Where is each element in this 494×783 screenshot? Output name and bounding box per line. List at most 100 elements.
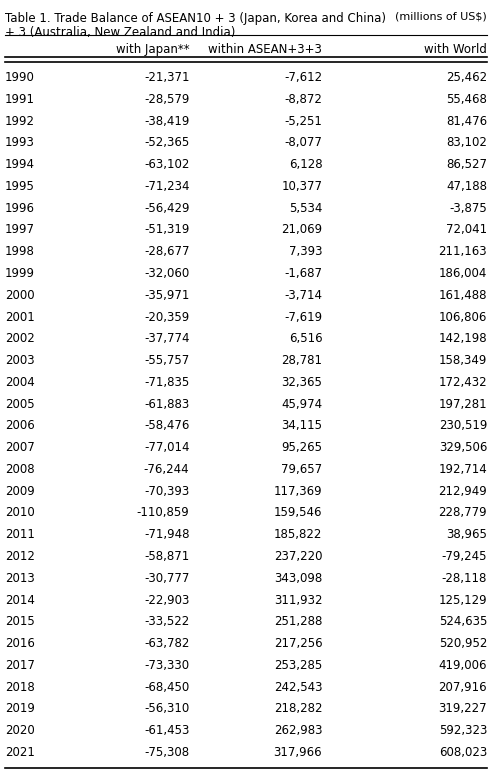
Text: 230,519: 230,519: [439, 420, 487, 432]
Text: 2002: 2002: [5, 332, 35, 345]
Text: 1990: 1990: [5, 71, 35, 84]
Text: 2021: 2021: [5, 746, 35, 759]
Text: 2000: 2000: [5, 289, 35, 301]
Text: 1993: 1993: [5, 136, 35, 150]
Text: 45,974: 45,974: [281, 398, 322, 410]
Text: 419,006: 419,006: [439, 659, 487, 672]
Text: -75,308: -75,308: [144, 746, 189, 759]
Text: 329,506: 329,506: [439, 441, 487, 454]
Text: 2006: 2006: [5, 420, 35, 432]
Text: 83,102: 83,102: [446, 136, 487, 150]
Text: 2007: 2007: [5, 441, 35, 454]
Text: -76,244: -76,244: [144, 463, 189, 476]
Text: 343,098: 343,098: [274, 572, 322, 585]
Text: 253,285: 253,285: [274, 659, 322, 672]
Text: -5,251: -5,251: [285, 114, 322, 128]
Text: 212,949: 212,949: [438, 485, 487, 498]
Text: -52,365: -52,365: [144, 136, 189, 150]
Text: 520,952: 520,952: [439, 637, 487, 650]
Text: 1999: 1999: [5, 267, 35, 280]
Text: 79,657: 79,657: [281, 463, 322, 476]
Text: -68,450: -68,450: [144, 680, 189, 694]
Text: -7,612: -7,612: [284, 71, 322, 84]
Text: 2009: 2009: [5, 485, 35, 498]
Text: 6,516: 6,516: [288, 332, 322, 345]
Text: -32,060: -32,060: [144, 267, 189, 280]
Text: -110,859: -110,859: [137, 507, 189, 519]
Text: 25,462: 25,462: [446, 71, 487, 84]
Text: -58,476: -58,476: [144, 420, 189, 432]
Text: 2003: 2003: [5, 354, 35, 367]
Text: -21,371: -21,371: [144, 71, 189, 84]
Text: -56,310: -56,310: [144, 702, 189, 716]
Text: -20,359: -20,359: [144, 311, 189, 323]
Text: -33,522: -33,522: [144, 615, 189, 629]
Text: -3,875: -3,875: [450, 202, 487, 215]
Text: 2015: 2015: [5, 615, 35, 629]
Text: -63,102: -63,102: [144, 158, 189, 171]
Text: 251,288: 251,288: [274, 615, 322, 629]
Text: + 3 (Australia, New Zealand and India): + 3 (Australia, New Zealand and India): [5, 26, 235, 39]
Text: 72,041: 72,041: [446, 223, 487, 236]
Text: 2010: 2010: [5, 507, 35, 519]
Text: -28,677: -28,677: [144, 245, 189, 258]
Text: 524,635: 524,635: [439, 615, 487, 629]
Text: 2008: 2008: [5, 463, 35, 476]
Text: 185,822: 185,822: [274, 529, 322, 541]
Text: 142,198: 142,198: [439, 332, 487, 345]
Text: 7,393: 7,393: [289, 245, 322, 258]
Text: 158,349: 158,349: [439, 354, 487, 367]
Text: -71,948: -71,948: [144, 529, 189, 541]
Text: 2005: 2005: [5, 398, 35, 410]
Text: 28,781: 28,781: [281, 354, 322, 367]
Text: 242,543: 242,543: [274, 680, 322, 694]
Text: 2012: 2012: [5, 550, 35, 563]
Text: -61,883: -61,883: [144, 398, 189, 410]
Text: 317,966: 317,966: [274, 746, 322, 759]
Text: -71,835: -71,835: [144, 376, 189, 389]
Text: 117,369: 117,369: [274, 485, 322, 498]
Text: (millions of US$): (millions of US$): [395, 12, 487, 22]
Text: 2017: 2017: [5, 659, 35, 672]
Text: with Japan**: with Japan**: [116, 43, 189, 56]
Text: Table 1. Trade Balance of ASEAN10 + 3 (Japan, Korea and China): Table 1. Trade Balance of ASEAN10 + 3 (J…: [5, 12, 386, 25]
Text: 319,227: 319,227: [439, 702, 487, 716]
Text: 6,128: 6,128: [288, 158, 322, 171]
Text: 5,534: 5,534: [289, 202, 322, 215]
Text: -30,777: -30,777: [144, 572, 189, 585]
Text: 86,527: 86,527: [446, 158, 487, 171]
Text: -79,245: -79,245: [442, 550, 487, 563]
Text: 38,965: 38,965: [446, 529, 487, 541]
Text: 207,916: 207,916: [439, 680, 487, 694]
Text: -71,234: -71,234: [144, 180, 189, 193]
Text: within ASEAN+3+3: within ASEAN+3+3: [208, 43, 322, 56]
Text: 2020: 2020: [5, 724, 35, 738]
Text: 2013: 2013: [5, 572, 35, 585]
Text: 2019: 2019: [5, 702, 35, 716]
Text: 237,220: 237,220: [274, 550, 322, 563]
Text: 95,265: 95,265: [281, 441, 322, 454]
Text: 592,323: 592,323: [439, 724, 487, 738]
Text: 228,779: 228,779: [439, 507, 487, 519]
Text: -56,429: -56,429: [144, 202, 189, 215]
Text: 1992: 1992: [5, 114, 35, 128]
Text: 21,069: 21,069: [281, 223, 322, 236]
Text: 159,546: 159,546: [274, 507, 322, 519]
Text: 2014: 2014: [5, 594, 35, 607]
Text: 161,488: 161,488: [439, 289, 487, 301]
Text: 217,256: 217,256: [274, 637, 322, 650]
Text: 608,023: 608,023: [439, 746, 487, 759]
Text: -61,453: -61,453: [144, 724, 189, 738]
Text: -28,579: -28,579: [144, 92, 189, 106]
Text: 311,932: 311,932: [274, 594, 322, 607]
Text: -38,419: -38,419: [144, 114, 189, 128]
Text: -63,782: -63,782: [144, 637, 189, 650]
Text: 106,806: 106,806: [439, 311, 487, 323]
Text: 192,714: 192,714: [438, 463, 487, 476]
Text: -70,393: -70,393: [144, 485, 189, 498]
Text: -51,319: -51,319: [144, 223, 189, 236]
Text: 55,468: 55,468: [446, 92, 487, 106]
Text: -8,077: -8,077: [285, 136, 322, 150]
Text: 81,476: 81,476: [446, 114, 487, 128]
Text: 1997: 1997: [5, 223, 35, 236]
